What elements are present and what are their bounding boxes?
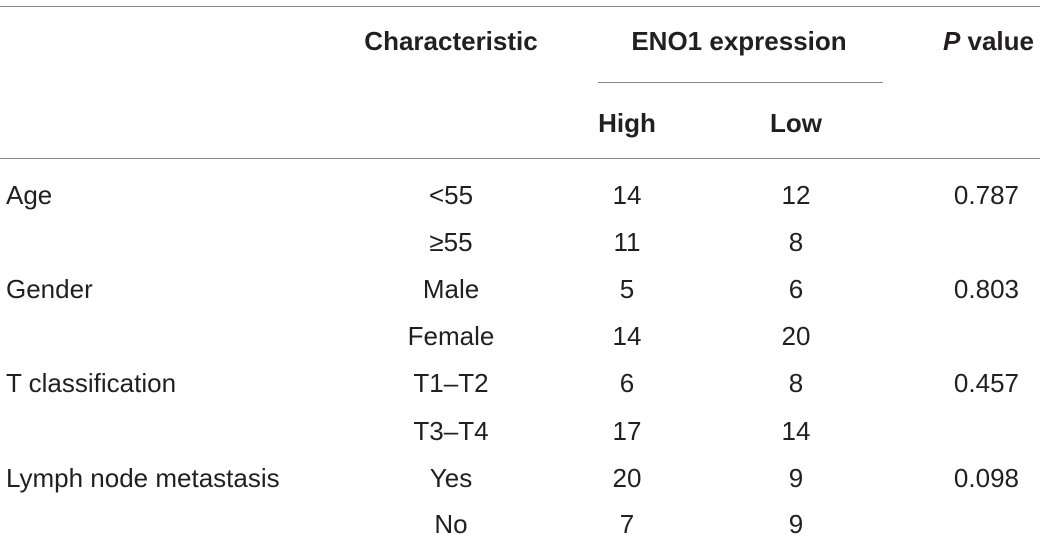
table-row-category: Female [407,321,495,351]
header-p-value: P value [943,26,1034,56]
header-high: High [598,108,656,138]
table-row-p: 0.098 [953,463,1019,493]
table-row-high: 14 [612,180,642,210]
table-row-variable: Gender [6,274,93,304]
table-row-low: 6 [788,274,804,304]
header-eno1-expression: ENO1 expression [631,26,847,56]
table-row-low: 14 [781,416,811,446]
table-row-p: 0.787 [953,180,1019,210]
table-row-high: 6 [619,368,635,398]
table-row-variable: Lymph node metastasis [6,463,280,493]
table-row-category: No [434,509,468,539]
table-row-variable: Age [6,180,53,210]
table-row-high: 7 [619,509,635,539]
table-row-low: 8 [788,368,804,398]
table-row-high: 5 [619,274,635,304]
header-p-word: value [960,26,1035,56]
table-row-low: 20 [781,321,811,351]
table-row-low: 12 [781,180,811,210]
table-row-high: 20 [612,463,642,493]
table-row-high: 14 [612,321,642,351]
table-row-category: <55 [428,180,474,210]
header-bottom-rule [0,158,1040,159]
header-characteristic: Characteristic [364,26,538,56]
table-row-category: ≥55 [429,227,473,257]
table-row-category: Yes [429,463,473,493]
table-row-variable: T classification [6,368,177,398]
header-low: Low [770,108,822,138]
table-row-p: 0.803 [953,274,1019,304]
table-row-high: 17 [612,416,642,446]
table-row-high: 11 [613,227,641,257]
table-row-low: 9 [788,509,804,539]
table-row-category: T3–T4 [413,416,489,446]
table-row-category: Male [422,274,480,304]
group-header-rule [598,82,883,83]
header-p-letter: P [942,26,961,56]
table-row-low: 8 [788,227,804,257]
table-row-low: 9 [788,463,804,493]
table-top-rule [0,6,1040,7]
table-row-category: T1–T2 [413,368,489,398]
table-row-p: 0.457 [953,368,1019,398]
